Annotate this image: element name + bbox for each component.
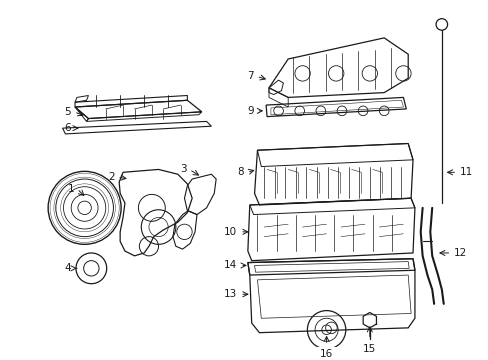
Text: 16: 16 bbox=[319, 349, 332, 359]
Text: 1: 1 bbox=[67, 184, 74, 194]
Text: 3: 3 bbox=[180, 165, 186, 175]
Text: 14: 14 bbox=[224, 260, 237, 270]
Text: 12: 12 bbox=[453, 248, 467, 258]
Text: 7: 7 bbox=[246, 71, 253, 81]
Text: 4: 4 bbox=[64, 263, 71, 273]
Text: 5: 5 bbox=[64, 107, 71, 117]
Text: 2: 2 bbox=[107, 172, 114, 182]
Text: 10: 10 bbox=[224, 227, 237, 237]
Text: 13: 13 bbox=[224, 289, 237, 299]
Text: 15: 15 bbox=[363, 344, 376, 354]
Text: 11: 11 bbox=[459, 167, 472, 177]
Text: 9: 9 bbox=[246, 106, 253, 116]
Text: 6: 6 bbox=[64, 123, 71, 133]
Text: 8: 8 bbox=[237, 167, 244, 177]
